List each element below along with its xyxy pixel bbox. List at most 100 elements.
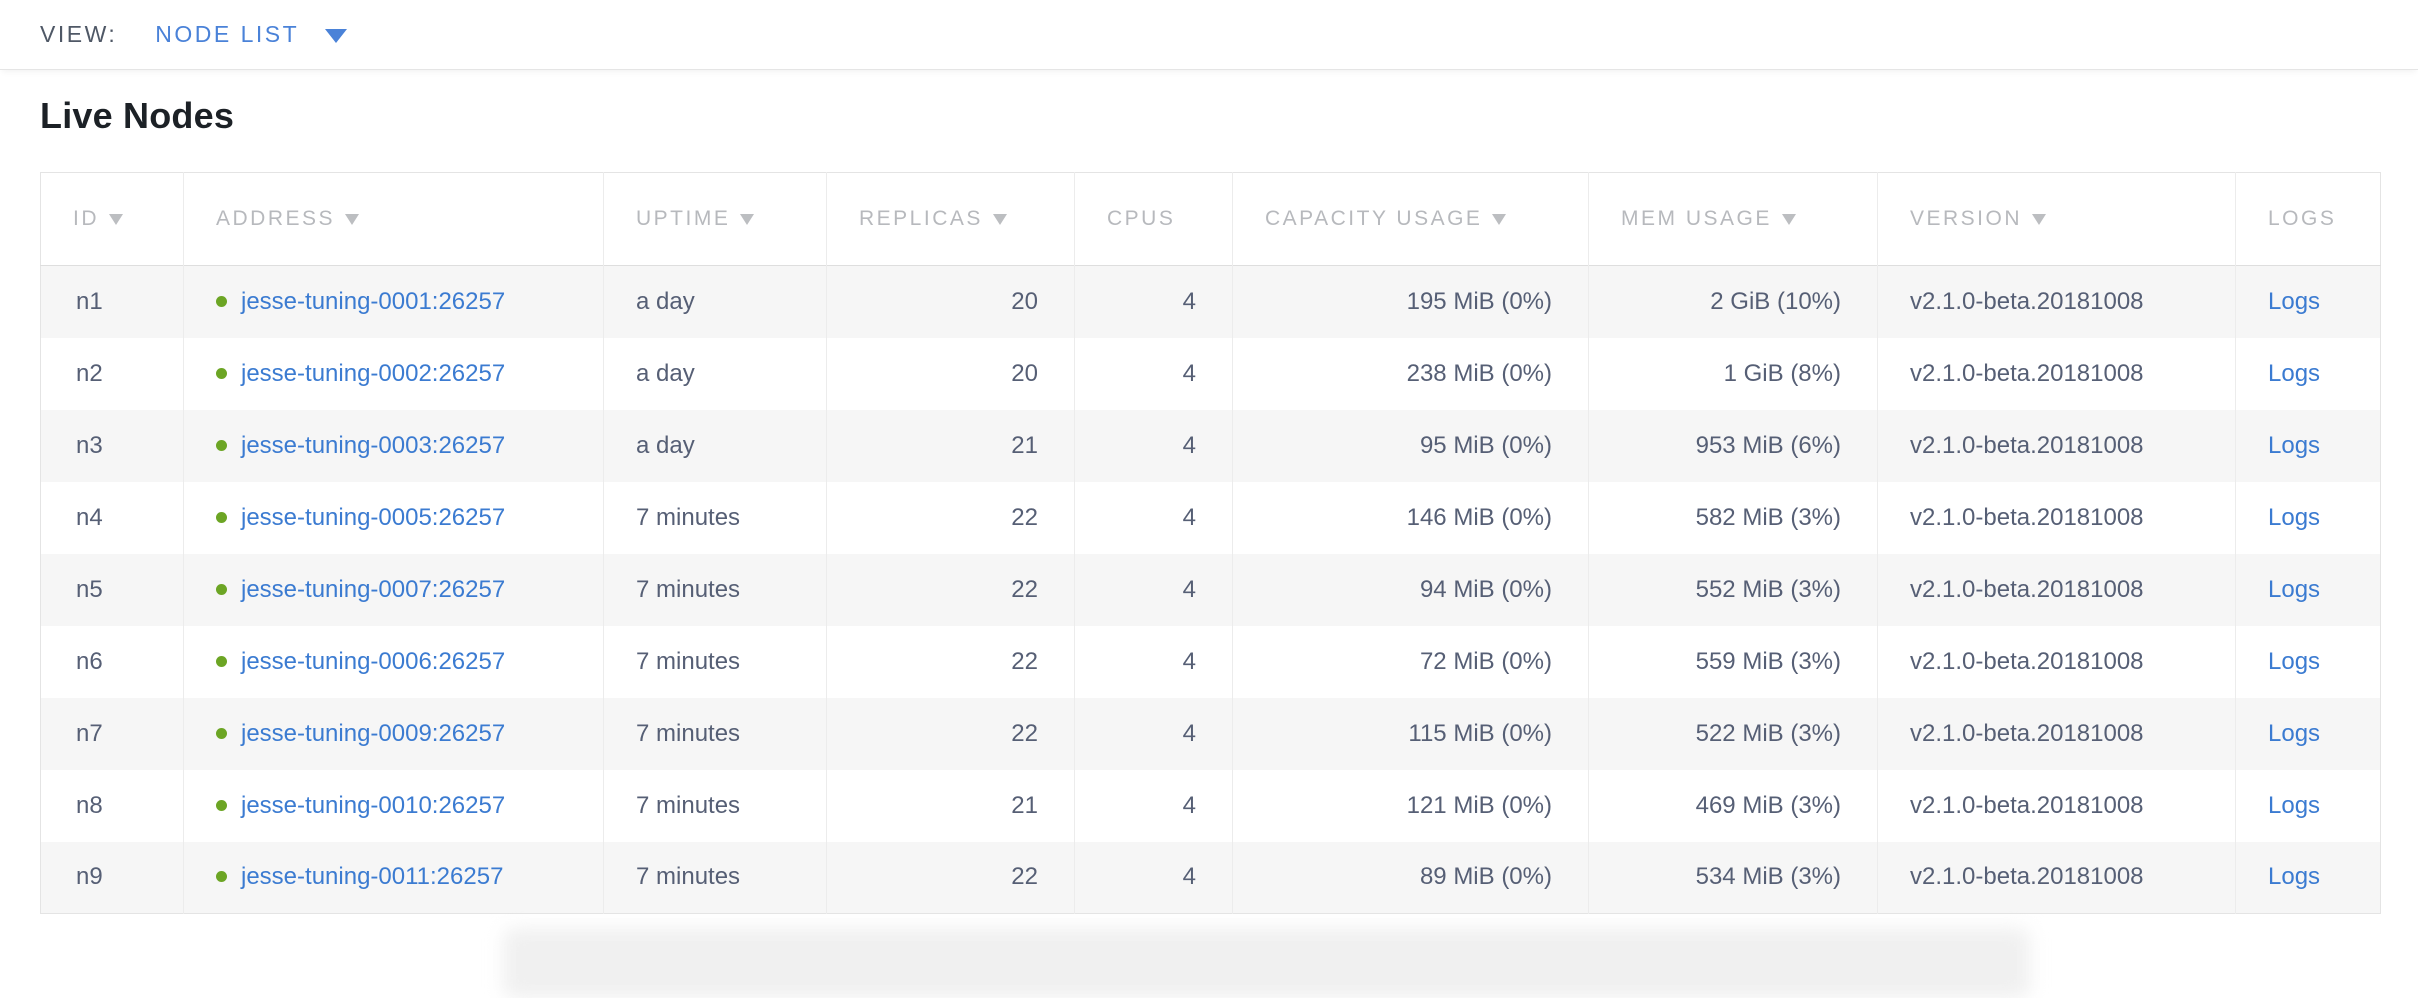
cell-cpus: 4	[1074, 409, 1233, 482]
cell-address: jesse-tuning-0003:26257	[183, 409, 604, 482]
cell-uptime: 7 minutes	[603, 481, 827, 554]
cell-mem_usage: 953 MiB (6%)	[1588, 409, 1878, 482]
page-title: Live Nodes	[40, 95, 235, 136]
node-address-link[interactable]: jesse-tuning-0011:26257	[241, 863, 504, 891]
view-selector-dropdown[interactable]: NODE LIST	[155, 21, 348, 48]
logs-link[interactable]: Logs	[2268, 719, 2321, 747]
column-label: LOGS	[2268, 207, 2337, 230]
logs-link[interactable]: Logs	[2268, 647, 2321, 675]
cell-cpus: 4	[1074, 769, 1233, 842]
node-address-link[interactable]: jesse-tuning-0003:26257	[241, 431, 506, 459]
node-healthy-icon	[216, 367, 227, 379]
cell-version: v2.1.0-beta.20181008	[1877, 481, 2236, 554]
column-header-uptime[interactable]: UPTIME	[603, 172, 827, 266]
table-row: n4 jesse-tuning-0005:26257 7 minutes 22 4 146…	[41, 481, 2381, 554]
table-header: ID ADDRESS UPTIME REPLICAS CPUS CAPACITY USAG…	[40, 172, 2381, 266]
column-label: UPTIME	[636, 207, 731, 230]
column-header-mem_usage[interactable]: MEM USAGE	[1588, 172, 1878, 266]
cell-logs: Logs	[2235, 409, 2381, 482]
node-address-link[interactable]: jesse-tuning-0005:26257	[241, 503, 506, 531]
cell-version: v2.1.0-beta.20181008	[1877, 625, 2236, 698]
cell-id: n1	[76, 287, 103, 315]
table-row: n9 jesse-tuning-0011:26257 7 minutes 22 4 89 …	[40, 841, 2381, 914]
cell-id: n7	[76, 719, 103, 747]
column-label: REPLICAS	[859, 207, 983, 230]
cell-id: n4	[76, 503, 103, 531]
logs-link[interactable]: Logs	[2268, 287, 2321, 315]
logs-link[interactable]: Logs	[2268, 431, 2321, 459]
cell-logs: Logs	[2235, 625, 2381, 698]
cell-uptime: 7 minutes	[603, 841, 827, 914]
cell-version: v2.1.0-beta.20181008	[1877, 553, 2236, 626]
cell-capacity_usage: 95 MiB (0%)	[1232, 409, 1589, 482]
table-row: n8 jesse-tuning-0010:26257 7 minutes 21 4 121…	[41, 769, 2381, 842]
logs-link[interactable]: Logs	[2268, 359, 2321, 387]
cell-capacity_usage: 72 MiB (0%)	[1232, 625, 1589, 698]
column-header-id[interactable]: ID	[41, 173, 184, 266]
column-header-capacity_usage[interactable]: CAPACITY USAGE	[1232, 172, 1589, 266]
logs-link[interactable]: Logs	[2268, 503, 2321, 531]
node-address-link[interactable]: jesse-tuning-0006:26257	[241, 647, 506, 675]
table-row: n3 jesse-tuning-0003:26257 a day 21 4 95 MiB …	[40, 409, 2381, 482]
column-header-cpus: CPUS	[1074, 172, 1233, 266]
column-header-address[interactable]: ADDRESS	[183, 172, 604, 266]
cell-address: jesse-tuning-0009:26257	[183, 697, 604, 770]
cell-replicas: 20	[826, 265, 1075, 338]
column-label: ADDRESS	[216, 207, 336, 230]
cell-mem_usage: 2 GiB (10%)	[1588, 265, 1878, 338]
cell-id: n2	[76, 359, 103, 387]
logs-link[interactable]: Logs	[2268, 791, 2321, 819]
column-header-replicas[interactable]: REPLICAS	[826, 172, 1075, 266]
cell-replicas: 22	[826, 841, 1075, 914]
cell-version: v2.1.0-beta.20181008	[1877, 697, 2236, 770]
cell-uptime: 7 minutes	[603, 697, 827, 770]
node-address-link[interactable]: jesse-tuning-0009:26257	[241, 719, 506, 747]
column-header-version[interactable]: VERSION	[1877, 172, 2236, 266]
cell-capacity_usage: 238 MiB (0%)	[1232, 337, 1589, 410]
column-label: VERSION	[1910, 207, 2023, 230]
node-healthy-icon	[216, 799, 227, 811]
cell-mem_usage: 469 MiB (3%)	[1588, 769, 1878, 842]
node-address-link[interactable]: jesse-tuning-0007:26257	[241, 575, 506, 603]
header-row: ID ADDRESS UPTIME REPLICAS CPUS CAPACITY USAG…	[40, 172, 2381, 266]
cell-version: v2.1.0-beta.20181008	[1877, 265, 2236, 338]
cell-address: jesse-tuning-0002:26257	[183, 337, 604, 410]
cell-cpus: 4	[1074, 625, 1233, 698]
chevron-down-icon	[325, 29, 348, 43]
node-healthy-icon	[216, 439, 227, 451]
table-row: n7 jesse-tuning-0009:26257 7 minutes 22 4 115…	[40, 697, 2381, 770]
column-label: MEM USAGE	[1621, 207, 1772, 230]
cell-capacity_usage: 146 MiB (0%)	[1232, 481, 1589, 554]
cell-cpus: 4	[1074, 265, 1233, 338]
cell-replicas: 21	[826, 769, 1075, 842]
sort-desc-icon	[109, 214, 123, 225]
cell-replicas: 21	[826, 409, 1075, 482]
logs-link[interactable]: Logs	[2268, 863, 2321, 891]
sort-desc-icon	[740, 214, 755, 225]
node-healthy-icon	[216, 655, 227, 667]
cell-uptime: 7 minutes	[603, 625, 827, 698]
node-healthy-icon	[216, 511, 227, 523]
cell-version: v2.1.0-beta.20181008	[1877, 337, 2236, 410]
cell-address: jesse-tuning-0010:26257	[183, 769, 604, 842]
cell-logs: Logs	[2235, 481, 2381, 554]
cell-mem_usage: 1 GiB (8%)	[1588, 337, 1878, 410]
table-row: n5 jesse-tuning-0007:26257 7 minutes 22 4 94 …	[40, 553, 2381, 626]
cell-id: n8	[76, 791, 103, 819]
cell-cpus: 4	[1074, 481, 1233, 554]
column-header-logs: LOGS	[2235, 172, 2381, 266]
node-address-link[interactable]: jesse-tuning-0001:26257	[241, 287, 506, 315]
sort-desc-icon	[345, 214, 360, 225]
node-healthy-icon	[216, 295, 227, 307]
column-label: CPUS	[1107, 207, 1176, 230]
cell-id: n3	[76, 431, 103, 459]
cell-replicas: 20	[826, 337, 1075, 410]
cell-id: n5	[76, 575, 103, 603]
node-address-link[interactable]: jesse-tuning-0002:26257	[241, 359, 506, 387]
logs-link[interactable]: Logs	[2268, 575, 2321, 603]
cell-mem_usage: 582 MiB (3%)	[1588, 481, 1878, 554]
node-address-link[interactable]: jesse-tuning-0010:26257	[241, 791, 506, 819]
cell-capacity_usage: 121 MiB (0%)	[1232, 769, 1589, 842]
cell-cpus: 4	[1074, 841, 1233, 914]
cell-version: v2.1.0-beta.20181008	[1877, 841, 2236, 914]
